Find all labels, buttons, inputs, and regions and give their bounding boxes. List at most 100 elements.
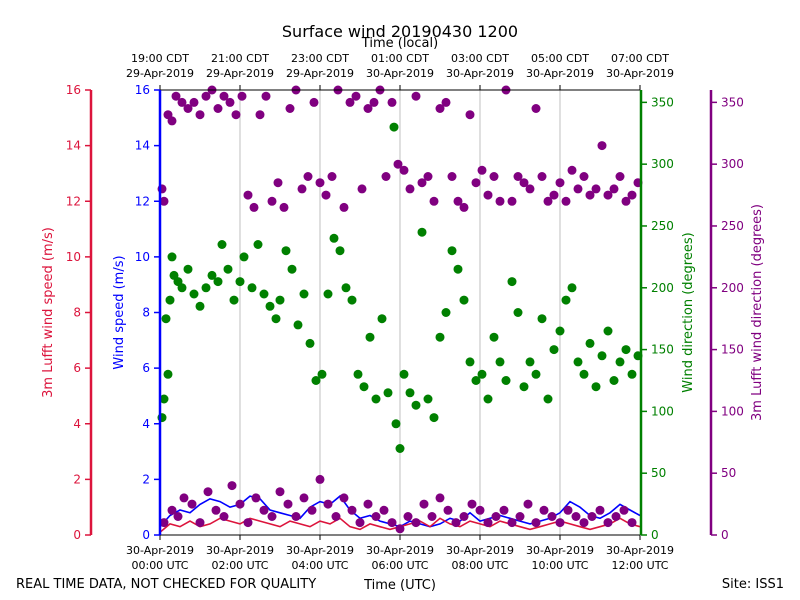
lufft-wind-direction-point — [531, 518, 541, 528]
lufft-wind-direction-point — [379, 505, 389, 515]
lufft-wind-direction-point — [571, 512, 581, 521]
lufft-wind-direction-point — [387, 518, 397, 528]
direction-axis-label: Wind direction (degrees) — [681, 232, 696, 392]
lufft-wind-direction-point — [173, 512, 183, 521]
lufft-direction-axis-tick-label: 0 — [721, 528, 729, 542]
top-tick-label-time: 07:00 CDT — [611, 52, 669, 65]
lufft-wind-direction-point — [519, 178, 529, 188]
wind-direction-point — [235, 277, 245, 287]
top-tick-label-time: 03:00 CDT — [451, 52, 509, 65]
wind-direction-point — [389, 122, 399, 132]
lufft-wind-direction-point — [417, 178, 427, 188]
wind-direction-point — [603, 326, 613, 336]
lufft-wind-direction-point — [459, 202, 469, 212]
lufft-wind-direction-point — [467, 499, 477, 509]
lufft-wind-direction-point — [189, 97, 199, 107]
lufft-wind-direction-point — [297, 184, 307, 194]
lufft-wind-direction-point — [395, 524, 405, 534]
lufft-wind-direction-point — [489, 172, 499, 181]
wind-direction-point — [239, 252, 249, 262]
lufft-wind-direction-point — [267, 196, 277, 206]
speed-axis-tick-label: 10 — [135, 250, 150, 264]
wind-direction-point — [423, 394, 433, 404]
x-tick-label-date: 30-Apr-2019 — [526, 544, 594, 557]
lufft-wind-direction-point — [603, 190, 613, 200]
wind-direction-point — [567, 283, 577, 293]
lufft-wind-direction-point — [285, 104, 295, 113]
lufft-wind-direction-point — [419, 499, 429, 509]
top-tick-label-time: 01:00 CDT — [371, 52, 429, 65]
lufft-wind-direction-point — [201, 91, 211, 101]
lufft-wind-direction-point — [587, 512, 597, 521]
speed-axis-tick-label: 8 — [142, 306, 150, 320]
wind-direction-point — [323, 289, 333, 299]
lufft-direction-axis-tick-label: 350 — [721, 95, 744, 109]
lufft-direction-axis-tick-label: 50 — [721, 466, 736, 480]
x-tick-label-time: 00:00 UTC — [131, 559, 188, 572]
speed-axis-tick-label: 16 — [135, 83, 150, 97]
wind-direction-point — [275, 295, 285, 305]
lufft-wind-direction-point — [453, 196, 463, 206]
wind-direction-point — [159, 394, 169, 404]
wind-direction-point — [195, 301, 205, 311]
lufft-direction-axis-tick-label: 250 — [721, 219, 744, 233]
lufft-direction-axis-label: 3m Lufft wind direction (degrees) — [750, 204, 765, 421]
speed-axis-tick-label: 12 — [135, 194, 150, 208]
lufft-wind-direction-point — [315, 474, 325, 484]
lufft-wind-direction-point — [579, 172, 589, 181]
lufft-wind-direction-point — [339, 493, 349, 503]
lufft-wind-direction-point — [561, 196, 571, 206]
lufft-wind-direction-point — [231, 110, 241, 120]
wind-direction-point — [165, 295, 175, 305]
lufft-wind-direction-point — [387, 97, 397, 107]
lufft-wind-direction-point — [483, 518, 493, 528]
x-tick-label-date: 30-Apr-2019 — [286, 544, 354, 557]
lufft-wind-direction-point — [441, 97, 451, 107]
direction-axis-tick-label: 250 — [651, 219, 674, 233]
wind-direction-point — [259, 289, 269, 299]
lufft-direction-axis-tick-label: 300 — [721, 157, 744, 171]
wind-direction-point — [555, 326, 565, 336]
lufft-wind-direction-point — [213, 104, 223, 113]
lufft-wind-direction-point — [603, 518, 613, 528]
lufft-wind-direction-point — [219, 91, 229, 101]
wind-direction-point — [371, 394, 381, 404]
x-tick-label-date: 30-Apr-2019 — [446, 544, 514, 557]
wind-direction-point — [495, 357, 505, 367]
lufft-wind-direction-point — [363, 499, 373, 509]
lufft-wind-direction-point — [363, 104, 373, 113]
lufft-wind-direction-point — [203, 487, 213, 497]
lufft-wind-direction-point — [405, 184, 415, 194]
time-gridlines — [239, 90, 561, 535]
wind-direction-point — [365, 332, 375, 342]
wind-direction-point — [265, 301, 275, 311]
direction-axis-tick-label: 300 — [651, 157, 674, 171]
wind-direction-point — [305, 338, 315, 348]
wind-direction-point — [465, 357, 475, 367]
lufft-wind-direction-point — [303, 172, 313, 181]
lufft-wind-direction-point — [167, 505, 177, 515]
wind-direction-point — [441, 308, 451, 317]
wind-direction-point — [383, 388, 393, 398]
top-tick-label-time: 23:00 CDT — [291, 52, 349, 65]
direction-axis-tick-label: 50 — [651, 466, 666, 480]
lufft-wind-direction-point — [243, 190, 253, 200]
top-tick-label-time: 05:00 CDT — [531, 52, 589, 65]
lufft-wind-direction-point — [621, 196, 631, 206]
wind-direction-point — [341, 283, 351, 293]
wind-direction-point — [561, 295, 571, 305]
lufft-wind-direction-point — [549, 190, 559, 200]
lufft-wind-direction-point — [307, 505, 317, 515]
wind-direction-point — [395, 444, 405, 453]
lufft-wind-direction-point — [345, 97, 355, 107]
wind-direction-point — [189, 289, 199, 299]
wind-direction-point — [229, 295, 239, 305]
lufft-wind-direction-point — [567, 165, 577, 175]
lufft-wind-direction-point — [261, 91, 271, 101]
lufft-wind-direction-point — [219, 512, 229, 521]
lufft-wind-direction-point — [597, 141, 607, 151]
quality-note: REAL TIME DATA, NOT CHECKED FOR QUALITY — [16, 577, 316, 592]
lufft-wind-direction-point — [507, 518, 517, 528]
lufft-wind-direction-point — [563, 505, 573, 515]
wind-direction-point — [217, 240, 227, 249]
